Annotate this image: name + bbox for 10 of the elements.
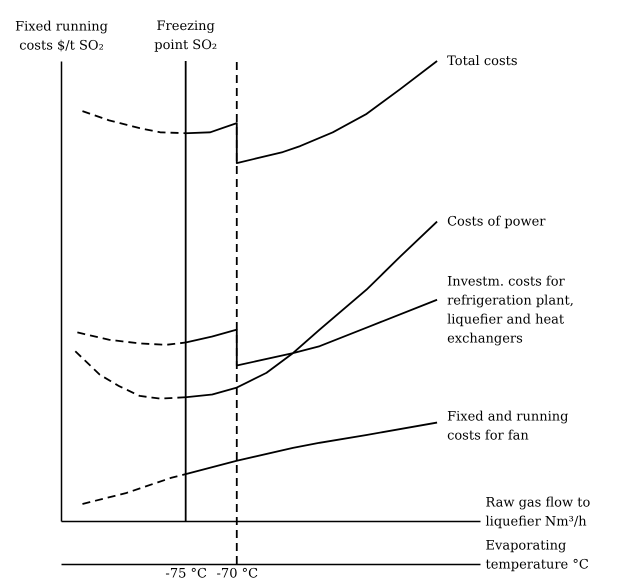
x2-axis-title: Raw gas flow to liquefier Nm³/h: [486, 496, 590, 530]
x-tick-label: -75 °C: [165, 566, 207, 582]
series-label: Investm. costs for refrigeration plant, liquefier and heat exchangers: [447, 274, 574, 347]
y-axis-title: Fixed running costs $/t SO₂: [15, 20, 108, 54]
x-tick-label: -70 °C: [216, 566, 258, 582]
series-label: Costs of power: [447, 214, 546, 230]
ref-line-label: Freezing point SO₂: [154, 19, 218, 53]
series-label: Fixed and running costs for fan: [447, 410, 568, 444]
series-label: Total costs: [447, 54, 518, 69]
x-axis-title: Evaporating temperature °C: [486, 538, 589, 572]
